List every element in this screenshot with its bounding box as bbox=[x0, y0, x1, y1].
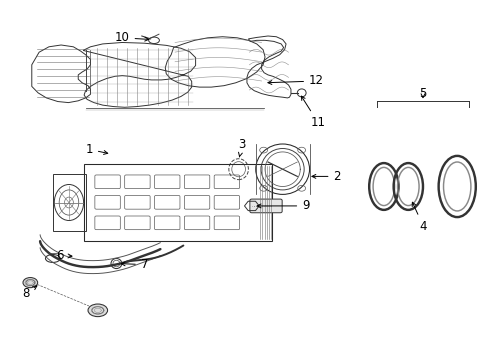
Text: 4: 4 bbox=[411, 202, 426, 233]
Text: 6: 6 bbox=[56, 249, 72, 262]
Ellipse shape bbox=[88, 304, 107, 317]
Bar bbox=[84, 164, 272, 241]
Text: 9: 9 bbox=[257, 199, 309, 212]
Text: 8: 8 bbox=[22, 286, 37, 300]
Text: 11: 11 bbox=[301, 96, 325, 129]
FancyBboxPatch shape bbox=[249, 199, 282, 213]
Text: 2: 2 bbox=[311, 170, 340, 183]
Text: 1: 1 bbox=[85, 143, 107, 156]
Text: 3: 3 bbox=[238, 138, 245, 157]
Ellipse shape bbox=[23, 278, 38, 288]
Text: 5: 5 bbox=[418, 87, 426, 100]
Text: 10: 10 bbox=[115, 31, 148, 44]
Text: 12: 12 bbox=[267, 75, 324, 87]
Text: 7: 7 bbox=[121, 258, 148, 271]
